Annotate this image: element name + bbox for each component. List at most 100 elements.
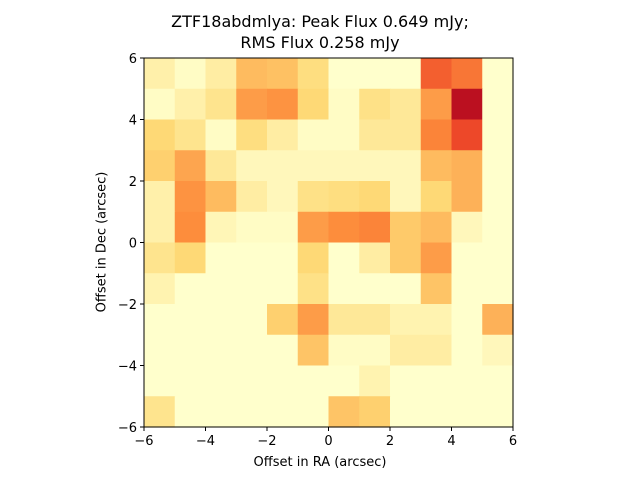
heatmap-cell-r5-c11 [482,211,514,244]
heatmap-cell-r7-c9 [420,273,453,305]
x-axis-label: Offset in RA (arcsec) [253,455,387,470]
heatmap-cell-r4-c8 [390,181,422,213]
heatmap-cell-r4-c11 [482,181,514,213]
chart-title-line-1: ZTF18abdmlya: Peak Flux 0.649 mJy; [171,12,469,31]
heatmap-cell-r8-c0 [144,304,176,336]
heatmap-cell-r1-c5 [297,88,330,121]
heatmap-cell-r3-c6 [328,150,360,182]
x-axis-ticks: −6 −4 −2 0 2 4 6 [134,427,517,449]
heatmap-cell-r1-c11 [482,88,514,121]
heatmap-cell-r3-c9 [420,150,453,182]
x-tick-label: 2 [386,434,394,449]
heatmap-cell-r0-c7 [359,58,391,90]
heatmap-cell-r11-c1 [174,396,207,428]
heatmap-cell-r10-c7 [359,365,391,397]
heatmap-cell-r0-c8 [390,58,422,90]
heatmap-cell-r3-c7 [359,150,391,182]
heatmap-cell-r0-c11 [482,58,514,90]
heatmap-cell-r6-c4 [267,242,299,274]
heatmap-cell-r5-c3 [236,211,268,244]
heatmap-cell-r3-c2 [205,150,237,182]
heatmap-cell-r3-c0 [144,150,176,182]
heatmap-cell-r7-c10 [451,273,483,305]
heatmap-cell-r1-c8 [390,88,422,121]
heatmap-cell-r2-c2 [205,119,237,151]
y-axis-label: Offset in Dec (arcsec) [94,171,110,313]
heatmap-cell-r1-c3 [236,88,268,121]
heatmap-cell-r2-c10 [451,119,483,151]
heatmap-cell-r11-c3 [236,396,268,428]
heatmap-cell-r0-c5 [297,58,330,90]
heatmap-cell-r3-c11 [482,150,514,182]
heatmap-cell-r10-c3 [236,365,268,397]
heatmap-cell-r2-c4 [267,119,299,151]
heatmap-cell-r5-c10 [451,211,483,244]
heatmap-cell-r1-c4 [267,88,299,121]
x-tick-label: −2 [257,434,276,449]
heatmap-cell-r7-c1 [174,273,207,305]
heatmap-cell-r1-c7 [359,88,391,121]
heatmap-cell-r4-c2 [205,181,237,213]
heatmap-cell-r11-c5 [297,396,330,428]
heatmap-cell-r1-c10 [451,88,483,121]
heatmap-cell-r4-c7 [359,181,391,213]
heatmap-cell-r10-c8 [390,365,422,397]
heatmap-cell-r1-c9 [420,88,453,121]
heatmap-cell-r9-c11 [482,334,514,367]
heatmap-cell-r2-c9 [420,119,453,151]
heatmap-cell-r1-c1 [174,88,207,121]
heatmap-cell-r7-c7 [359,273,391,305]
heatmap-cell-r4-c9 [420,181,453,213]
heatmap-cell-r3-c8 [390,150,422,182]
heatmap-cell-r10-c10 [451,365,483,397]
heatmap-cell-r9-c9 [420,334,453,367]
heatmap-cell-r8-c1 [174,304,207,336]
heatmap-cell-r6-c9 [420,242,453,274]
heatmap-cell-r0-c4 [267,58,299,90]
heatmap-cell-r4-c4 [267,181,299,213]
heatmap-cell-r8-c4 [267,304,299,336]
heatmap-cell-r6-c10 [451,242,483,274]
heatmap-cell-r3-c5 [297,150,330,182]
heatmap-cell-r3-c3 [236,150,268,182]
y-tick-label: 0 [129,237,137,252]
heatmap-cell-r9-c4 [267,334,299,367]
heatmap-cell-r9-c8 [390,334,422,367]
heatmap-cell-r9-c10 [451,334,483,367]
heatmap-cell-r6-c2 [205,242,237,274]
heatmap-cell-r4-c3 [236,181,268,213]
y-tick-label: −4 [118,360,137,375]
heatmap-cell-r1-c0 [144,88,176,121]
heatmap-cell-r0-c0 [144,58,176,90]
x-tick-label: 6 [509,434,517,449]
y-tick-label: 2 [129,175,137,190]
heatmap-cell-r1-c6 [328,88,360,121]
heatmap-cell-r7-c6 [328,273,360,305]
heatmap-cell-r7-c8 [390,273,422,305]
heatmap-cell-r2-c1 [174,119,207,151]
heatmap-cell-r2-c0 [144,119,176,151]
heatmap-cell-r10-c11 [482,365,514,397]
heatmap-cell-r11-c9 [420,396,453,428]
x-tick-label: 0 [324,434,332,449]
chart-title-line-2: RMS Flux 0.258 mJy [240,33,400,52]
heatmap-cell-r11-c2 [205,396,237,428]
heatmap-cell-r11-c10 [451,396,483,428]
heatmap-cell-r6-c0 [144,242,176,274]
heatmap-cell-r5-c8 [390,211,422,244]
heatmap-cell-r6-c11 [482,242,514,274]
heatmap-cell-r8-c7 [359,304,391,336]
heatmap-cell-r0-c6 [328,58,360,90]
heatmap-cell-r9-c2 [205,334,237,367]
heatmap-cell-r1-c2 [205,88,237,121]
heatmap-cell-r9-c1 [174,334,207,367]
heatmap-cell-r0-c10 [451,58,483,90]
heatmap-cell-r7-c0 [144,273,176,305]
heatmap-cell-r8-c11 [482,304,514,336]
x-tick-label: −4 [196,434,215,449]
heatmap-cell-r10-c2 [205,365,237,397]
heatmap-cell-r11-c6 [328,396,360,428]
heatmap-cell-r5-c2 [205,211,237,244]
heatmap-cell-r10-c4 [267,365,299,397]
y-tick-label: 4 [129,114,137,129]
